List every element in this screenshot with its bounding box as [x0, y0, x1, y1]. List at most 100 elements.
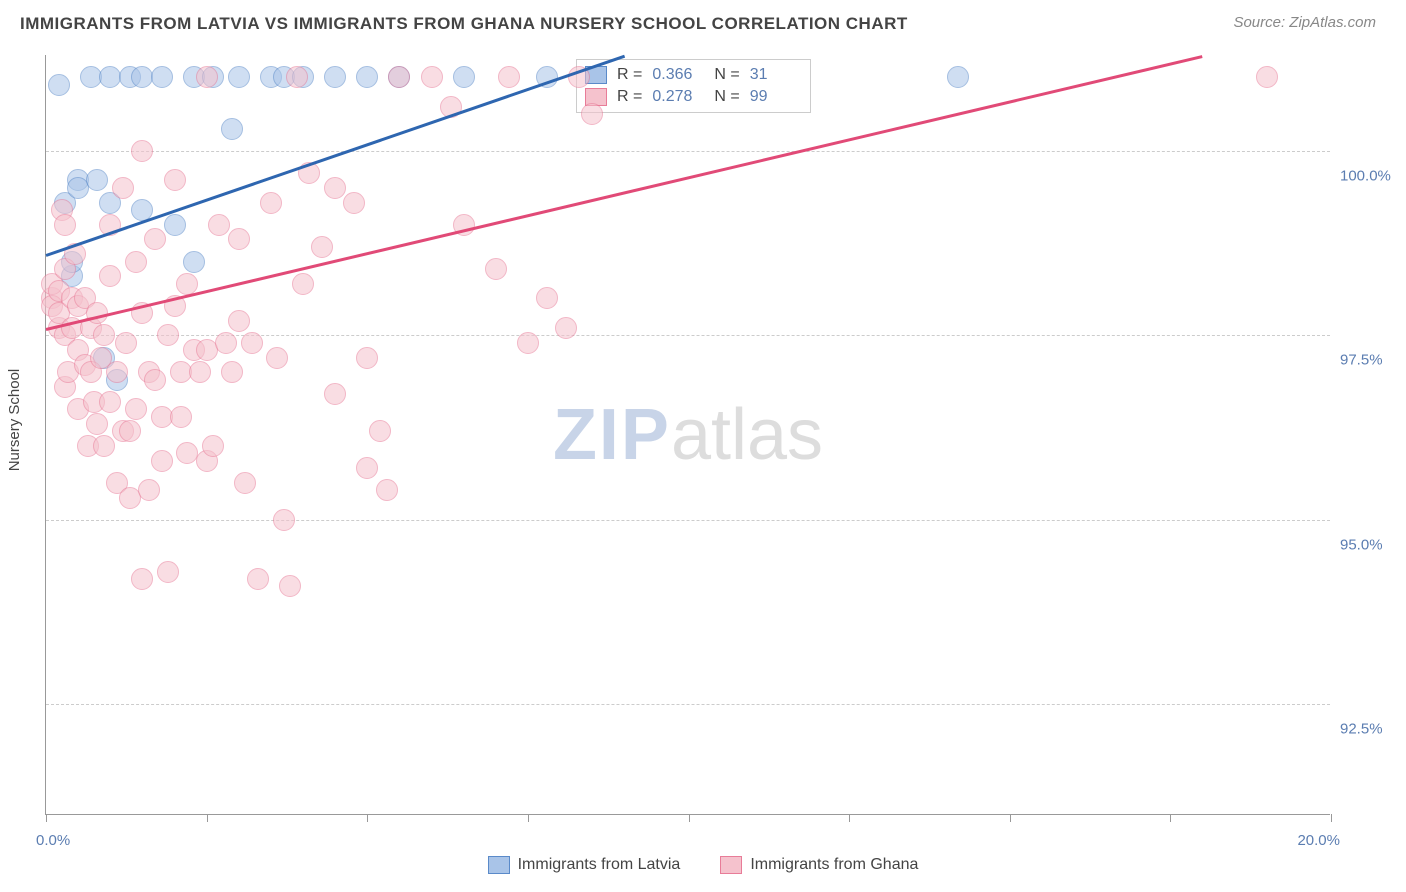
data-point	[356, 66, 378, 88]
data-point	[164, 169, 186, 191]
data-point	[947, 66, 969, 88]
data-point	[144, 228, 166, 250]
x-tick	[1010, 814, 1011, 822]
data-point	[106, 361, 128, 383]
data-point	[189, 361, 211, 383]
data-point	[234, 472, 256, 494]
data-point	[151, 450, 173, 472]
data-point	[324, 177, 346, 199]
gridline	[46, 704, 1330, 705]
data-point	[131, 140, 153, 162]
legend-item: Immigrants from Ghana	[720, 856, 918, 874]
data-point	[202, 435, 224, 457]
data-point	[324, 383, 346, 405]
data-point	[151, 66, 173, 88]
data-point	[183, 251, 205, 273]
data-point	[292, 273, 314, 295]
y-tick-label: 100.0%	[1340, 167, 1400, 184]
stats-row: R =0.278N =99	[585, 86, 802, 108]
chart-title: IMMIGRANTS FROM LATVIA VS IMMIGRANTS FRO…	[20, 14, 908, 34]
data-point	[164, 214, 186, 236]
watermark-zip: ZIP	[553, 395, 671, 475]
data-point	[48, 74, 70, 96]
data-point	[99, 265, 121, 287]
data-point	[260, 192, 282, 214]
data-point	[247, 568, 269, 590]
stat-n-value: 99	[750, 88, 802, 106]
data-point	[86, 413, 108, 435]
data-point	[369, 420, 391, 442]
legend-label: Immigrants from Ghana	[750, 856, 918, 874]
bottom-legend: Immigrants from Latvia Immigrants from Gh…	[0, 856, 1406, 874]
stat-r-label: R =	[617, 66, 642, 84]
data-point	[93, 435, 115, 457]
data-point	[356, 457, 378, 479]
data-point	[131, 568, 153, 590]
watermark: ZIPatlas	[553, 394, 823, 476]
legend-item: Immigrants from Latvia	[488, 856, 681, 874]
data-point	[112, 177, 134, 199]
data-point	[485, 258, 507, 280]
gridline	[46, 335, 1330, 336]
data-point	[555, 317, 577, 339]
data-point	[498, 66, 520, 88]
data-point	[215, 332, 237, 354]
data-point	[279, 575, 301, 597]
data-point	[99, 391, 121, 413]
y-tick-label: 97.5%	[1340, 352, 1400, 369]
data-point	[221, 361, 243, 383]
data-point	[228, 66, 250, 88]
data-point	[453, 66, 475, 88]
y-axis-label: Nursery School	[6, 369, 23, 472]
data-point	[138, 479, 160, 501]
scatter-chart: ZIPatlas R =0.366N =31R =0.278N =99 92.5…	[45, 55, 1330, 815]
data-point	[536, 287, 558, 309]
data-point	[196, 66, 218, 88]
data-point	[144, 369, 166, 391]
stats-legend: R =0.366N =31R =0.278N =99	[576, 59, 811, 113]
data-point	[388, 66, 410, 88]
data-point	[324, 66, 346, 88]
stat-n-label: N =	[714, 66, 739, 84]
x-tick	[46, 814, 47, 822]
x-tick	[1331, 814, 1332, 822]
data-point	[119, 420, 141, 442]
x-tick	[849, 814, 850, 822]
data-point	[421, 66, 443, 88]
y-tick-label: 92.5%	[1340, 721, 1400, 738]
x-tick-label: 0.0%	[36, 832, 70, 849]
data-point	[157, 561, 179, 583]
data-point	[311, 236, 333, 258]
stat-n-label: N =	[714, 88, 739, 106]
stat-r-value: 0.278	[652, 88, 704, 106]
data-point	[125, 398, 147, 420]
y-tick-label: 95.0%	[1340, 536, 1400, 553]
data-point	[170, 406, 192, 428]
data-point	[54, 214, 76, 236]
x-tick-label: 20.0%	[1297, 832, 1340, 849]
data-point	[343, 192, 365, 214]
data-point	[176, 273, 198, 295]
data-point	[86, 169, 108, 191]
legend-swatch	[720, 856, 742, 874]
data-point	[241, 332, 263, 354]
stat-r-value: 0.366	[652, 66, 704, 84]
x-tick	[207, 814, 208, 822]
x-tick	[367, 814, 368, 822]
x-tick	[1170, 814, 1171, 822]
data-point	[266, 347, 288, 369]
data-point	[125, 251, 147, 273]
source-attribution: Source: ZipAtlas.com	[1233, 14, 1376, 31]
x-tick	[689, 814, 690, 822]
watermark-atlas: atlas	[671, 395, 823, 475]
data-point	[286, 66, 308, 88]
data-point	[115, 332, 137, 354]
stats-row: R =0.366N =31	[585, 64, 802, 86]
data-point	[376, 479, 398, 501]
legend-swatch	[488, 856, 510, 874]
data-point	[356, 347, 378, 369]
data-point	[93, 324, 115, 346]
legend-label: Immigrants from Latvia	[518, 856, 681, 874]
gridline	[46, 520, 1330, 521]
data-point	[208, 214, 230, 236]
